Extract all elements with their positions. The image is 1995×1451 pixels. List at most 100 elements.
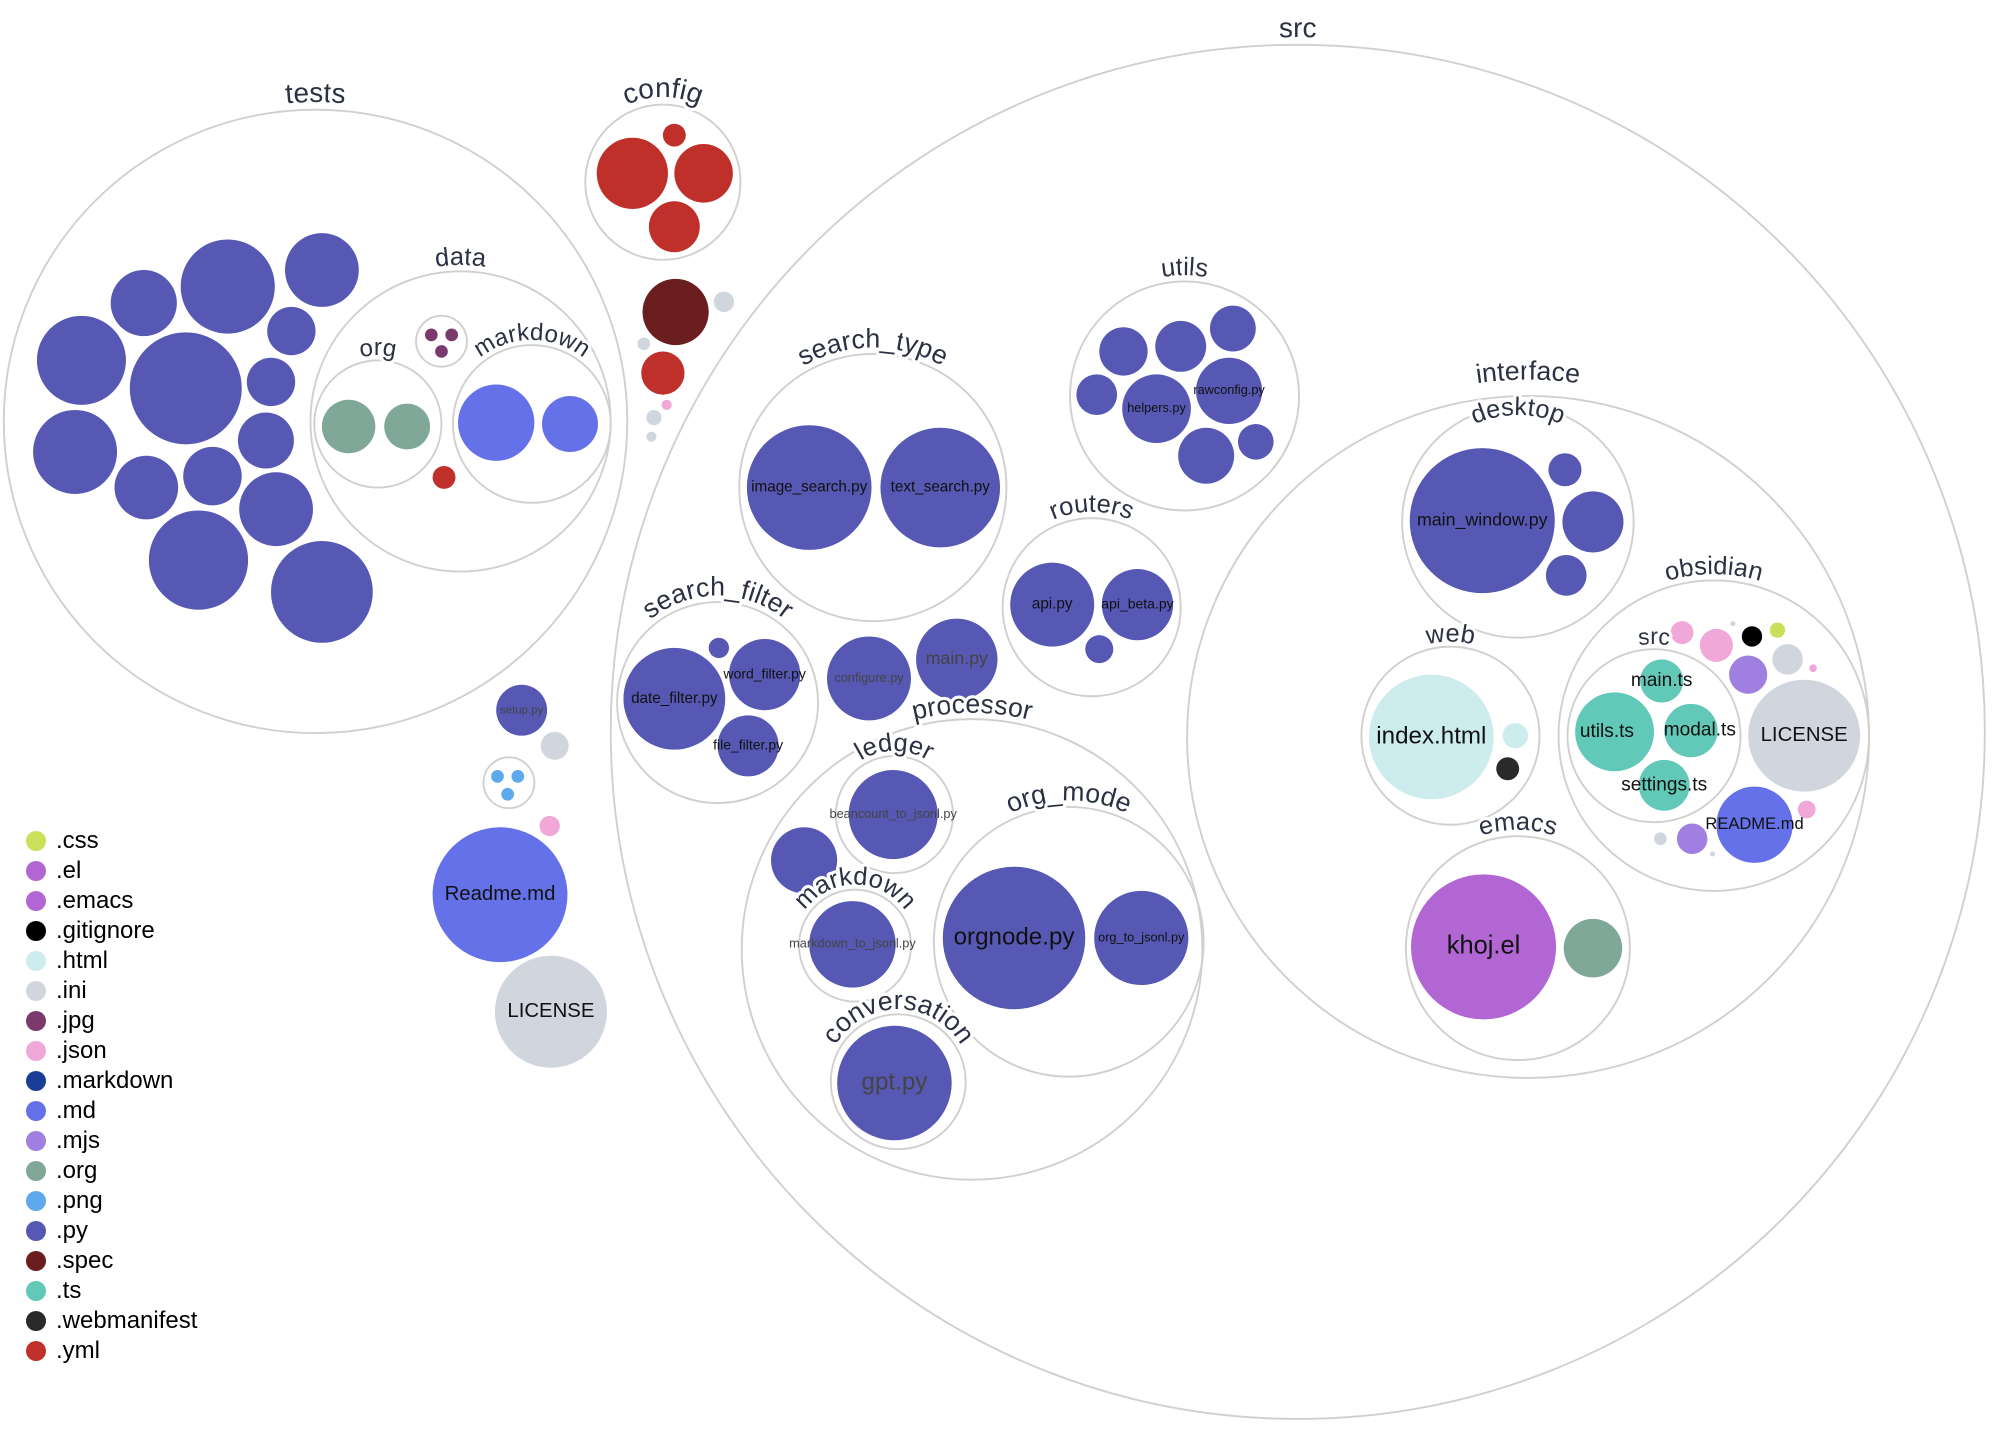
file-node[interactable] [1730, 621, 1736, 627]
file-node[interactable]: main.ts [1631, 659, 1693, 703]
file-node[interactable] [180, 239, 275, 334]
file-circle-py[interactable] [1237, 423, 1274, 460]
file-circle-ini[interactable] [1710, 851, 1716, 857]
file-node[interactable] [1548, 453, 1582, 487]
file-circle-py[interactable] [1094, 890, 1189, 986]
file-circle-jpg[interactable] [435, 345, 448, 358]
file-node[interactable]: LICENSE [494, 955, 607, 1068]
file-circle-gitignore[interactable] [1741, 626, 1763, 647]
file-circle-py[interactable] [837, 1025, 952, 1141]
file-circle-py[interactable] [827, 636, 911, 721]
file-node[interactable] [237, 412, 294, 469]
file-node[interactable] [458, 384, 535, 461]
file-node[interactable]: file_filter.py [713, 715, 783, 777]
file-circle-jpg[interactable] [445, 328, 459, 342]
file-node[interactable] [1155, 320, 1207, 372]
file-node[interactable] [1496, 757, 1520, 781]
file-node[interactable]: main.py [916, 618, 998, 701]
file-circle-png[interactable] [501, 787, 515, 801]
file-circle-json[interactable] [661, 399, 672, 410]
file-circle-py[interactable] [1085, 635, 1114, 664]
folder-utils[interactable] [1069, 280, 1300, 512]
file-node[interactable]: beancount_to_jsonl.py [830, 770, 958, 860]
folder-processor[interactable] [740, 718, 1204, 1181]
file-node[interactable]: orgnode.py [942, 866, 1086, 1010]
file-node[interactable]: api.py [1010, 562, 1095, 647]
folder-desktop[interactable] [1401, 405, 1635, 639]
file-circle-py[interactable] [1545, 555, 1587, 596]
file-node[interactable] [713, 291, 735, 312]
file-node[interactable] [1502, 722, 1529, 749]
file-circle-ts[interactable] [1640, 659, 1684, 703]
folder-src[interactable] [1566, 648, 1742, 824]
file-node[interactable] [1085, 635, 1114, 664]
file-node[interactable]: configure.py [827, 636, 911, 721]
file-node[interactable] [1562, 491, 1624, 553]
file-node[interactable] [321, 399, 376, 454]
folder-markdown[interactable] [451, 344, 612, 504]
file-node[interactable] [1772, 644, 1803, 675]
file-circle-py[interactable] [746, 425, 872, 550]
file-circle-org[interactable] [384, 403, 431, 450]
file-circle-ts[interactable] [1638, 759, 1690, 811]
file-circle-py[interactable] [717, 715, 779, 777]
file-node[interactable] [662, 123, 686, 147]
file-node[interactable] [1809, 664, 1817, 673]
file-node[interactable] [271, 541, 373, 643]
folder-org-mode[interactable] [932, 805, 1205, 1078]
file-node[interactable] [648, 201, 700, 253]
file-circle-py[interactable] [1122, 374, 1191, 444]
file-node[interactable] [424, 328, 438, 342]
file-circle-json[interactable] [1699, 628, 1733, 662]
file-circle-py[interactable] [623, 647, 726, 750]
file-node[interactable] [432, 465, 456, 489]
file-circle-py[interactable] [942, 866, 1086, 1010]
file-node[interactable] [641, 351, 685, 395]
file-node[interactable] [129, 332, 242, 445]
file-node[interactable] [708, 637, 730, 659]
file-circle-py[interactable] [129, 332, 242, 445]
file-node[interactable]: image_search.py [746, 425, 872, 550]
file-node[interactable] [1699, 628, 1733, 662]
file-node[interactable] [445, 328, 459, 342]
file-node[interactable] [771, 827, 838, 894]
file-circle-md[interactable] [1716, 786, 1793, 863]
file-circle-yml[interactable] [662, 123, 686, 147]
file-node[interactable] [1797, 800, 1816, 819]
file-node[interactable] [1178, 427, 1235, 484]
file-node[interactable]: index.html [1369, 674, 1494, 800]
file-circle-ini[interactable] [1772, 644, 1803, 675]
file-node[interactable] [596, 137, 668, 209]
file-circle-py[interactable] [183, 446, 242, 506]
file-circle-py[interactable] [237, 412, 294, 469]
file-node[interactable]: date_filter.py [623, 647, 726, 750]
file-node[interactable] [1563, 918, 1623, 978]
file-circle-py[interactable] [1562, 491, 1624, 553]
file-node[interactable] [285, 233, 359, 307]
file-circle-ini[interactable] [646, 409, 662, 426]
file-node[interactable]: org_to_jsonl.py [1094, 890, 1189, 986]
file-circle-py[interactable] [33, 409, 118, 494]
file-circle-org[interactable] [321, 399, 376, 454]
file-node[interactable] [1545, 555, 1587, 596]
file-node[interactable]: Readme.md [432, 827, 568, 963]
file-circle-ini[interactable] [1654, 832, 1667, 846]
file-node[interactable]: settings.ts [1621, 759, 1707, 811]
file-node[interactable]: api_beta.py [1101, 569, 1174, 641]
folder-search-filter[interactable] [616, 601, 820, 805]
file-node[interactable]: gpt.py [837, 1025, 952, 1141]
file-node[interactable] [1654, 832, 1667, 846]
folder-unnamed[interactable] [482, 756, 536, 810]
file-node[interactable] [1729, 655, 1768, 694]
file-node[interactable] [36, 315, 126, 405]
file-node[interactable] [1099, 327, 1148, 376]
file-circle-el[interactable] [1411, 874, 1557, 1020]
file-node[interactable] [539, 815, 560, 837]
file-circle-yml[interactable] [432, 465, 456, 489]
file-node[interactable] [1650, 630, 1661, 641]
file-node[interactable]: README.md [1705, 786, 1804, 863]
folder-search-type[interactable] [738, 353, 1008, 623]
file-node[interactable] [435, 345, 448, 358]
file-node[interactable] [1670, 621, 1694, 645]
file-circle-ini[interactable] [540, 731, 569, 760]
